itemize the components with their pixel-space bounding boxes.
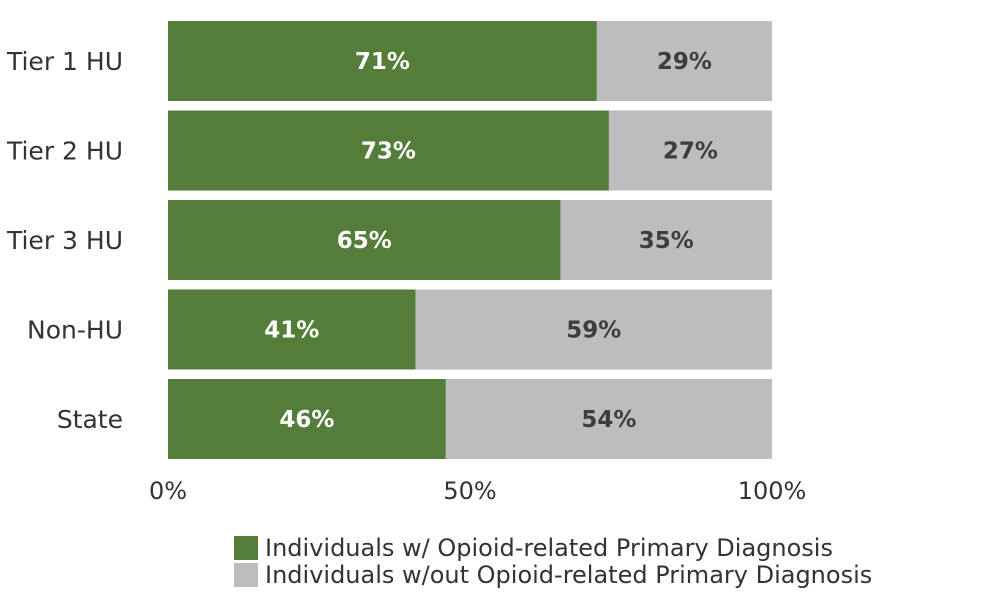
data-label-tier-1-hu-series-2: 29% — [657, 49, 712, 75]
category-label-tier-1-hu: Tier 1 HU — [6, 47, 123, 76]
bar-state-series-1 — [168, 379, 446, 459]
category-label-tier-3-hu: Tier 3 HU — [6, 226, 123, 255]
bar-tier-2-hu-series-1 — [168, 110, 609, 191]
bar-non-hu-series-1 — [168, 289, 416, 370]
bar-tier-1-hu-series-1 — [168, 21, 597, 101]
legend-item-with-opioid: Individuals w/ Opioid-related Primary Di… — [234, 533, 872, 562]
bar-tier-1-hu-series-2 — [596, 21, 772, 101]
bar-non-hu-series-2 — [415, 289, 772, 370]
category-label-non-hu: Non-HU — [27, 316, 123, 345]
data-label-state-series-2: 54% — [581, 407, 636, 433]
legend-swatch-without-opioid — [234, 562, 258, 587]
data-label-tier-3-hu-series-2: 35% — [639, 228, 694, 254]
x-tick-label-2: 100% — [738, 477, 807, 505]
bar-tier-3-hu-series-2 — [560, 200, 772, 280]
data-label-tier-3-hu-series-1: 65% — [337, 228, 392, 254]
category-label-state: State — [57, 405, 123, 434]
bar-tier-3-hu-series-1 — [168, 200, 561, 280]
x-tick-label-1: 50% — [443, 477, 496, 505]
data-label-non-hu-series-2: 59% — [566, 318, 621, 344]
legend-label-without-opioid: Individuals w/out Opioid-related Primary… — [265, 560, 873, 589]
data-label-non-hu-series-1: 41% — [264, 318, 319, 344]
bar-tier-2-hu-series-2 — [608, 110, 772, 191]
data-label-tier-1-hu-series-1: 71% — [355, 49, 410, 75]
data-label-tier-2-hu-series-2: 27% — [663, 139, 718, 165]
category-label-tier-2-hu: Tier 2 HU — [6, 137, 123, 166]
data-label-state-series-1: 46% — [279, 407, 334, 433]
bar-state-series-2 — [445, 379, 772, 459]
data-label-tier-2-hu-series-1: 73% — [361, 139, 416, 165]
legend-item-without-opioid: Individuals w/out Opioid-related Primary… — [234, 560, 873, 589]
legend: Individuals w/ Opioid-related Primary Di… — [234, 533, 873, 589]
x-tick-label-0: 0% — [149, 477, 187, 505]
legend-swatch-with-opioid — [234, 535, 258, 560]
legend-label-with-opioid: Individuals w/ Opioid-related Primary Di… — [265, 533, 833, 562]
